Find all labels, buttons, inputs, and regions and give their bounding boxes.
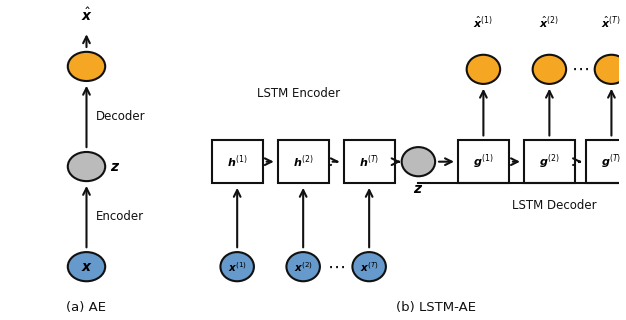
- Text: Encoder: Encoder: [96, 210, 145, 223]
- Text: $\hat{\boldsymbol{x}}^{(2)}$: $\hat{\boldsymbol{x}}^{(2)}$: [540, 15, 560, 31]
- Text: $\boldsymbol{x}$: $\boldsymbol{x}$: [81, 260, 93, 274]
- FancyBboxPatch shape: [212, 140, 263, 183]
- Text: $\boldsymbol{g}^{(T)}$: $\boldsymbol{g}^{(T)}$: [602, 152, 622, 171]
- Text: $\boldsymbol{h}^{(2)}$: $\boldsymbol{h}^{(2)}$: [293, 153, 314, 170]
- FancyBboxPatch shape: [277, 140, 329, 183]
- Text: $\hat{\boldsymbol{x}}$: $\hat{\boldsymbol{x}}$: [81, 6, 93, 24]
- Text: $\boldsymbol{x}^{(2)}$: $\boldsymbol{x}^{(2)}$: [294, 260, 312, 274]
- Ellipse shape: [287, 252, 320, 281]
- Text: $\hat{\boldsymbol{x}}^{(1)}$: $\hat{\boldsymbol{x}}^{(1)}$: [473, 15, 493, 31]
- Ellipse shape: [68, 52, 105, 81]
- FancyBboxPatch shape: [586, 140, 626, 183]
- Ellipse shape: [220, 252, 254, 281]
- Text: $\boldsymbol{h}^{(1)}$: $\boldsymbol{h}^{(1)}$: [227, 153, 247, 170]
- Text: $\cdots$: $\cdots$: [327, 258, 345, 276]
- Text: $\boldsymbol{g}^{(1)}$: $\boldsymbol{g}^{(1)}$: [473, 152, 494, 171]
- Text: Decoder: Decoder: [96, 110, 146, 123]
- Text: $\boldsymbol{h}^{(T)}$: $\boldsymbol{h}^{(T)}$: [359, 153, 379, 170]
- Text: $\boldsymbol{x}^{(T)}$: $\boldsymbol{x}^{(T)}$: [360, 260, 379, 274]
- Ellipse shape: [352, 252, 386, 281]
- FancyBboxPatch shape: [524, 140, 575, 183]
- Text: (a) AE: (a) AE: [66, 301, 106, 314]
- Text: (b) LSTM-AE: (b) LSTM-AE: [396, 301, 476, 314]
- Ellipse shape: [533, 55, 566, 84]
- Text: LSTM Decoder: LSTM Decoder: [512, 199, 597, 212]
- Text: $\boldsymbol{x}^{(1)}$: $\boldsymbol{x}^{(1)}$: [228, 260, 247, 274]
- Ellipse shape: [402, 147, 435, 176]
- Text: $\cdots$: $\cdots$: [572, 60, 590, 78]
- FancyBboxPatch shape: [344, 140, 395, 183]
- Text: $\boldsymbol{g}^{(2)}$: $\boldsymbol{g}^{(2)}$: [539, 152, 560, 171]
- Text: $\boldsymbol{z}$: $\boldsymbol{z}$: [110, 160, 120, 173]
- Ellipse shape: [68, 152, 105, 181]
- Ellipse shape: [68, 252, 105, 281]
- Text: LSTM Encoder: LSTM Encoder: [257, 87, 340, 100]
- Text: $\hat{\boldsymbol{x}}^{(T)}$: $\hat{\boldsymbol{x}}^{(T)}$: [602, 15, 622, 31]
- FancyBboxPatch shape: [458, 140, 509, 183]
- Text: $\boldsymbol{z}$: $\boldsymbol{z}$: [413, 182, 424, 196]
- Ellipse shape: [595, 55, 626, 84]
- Ellipse shape: [466, 55, 500, 84]
